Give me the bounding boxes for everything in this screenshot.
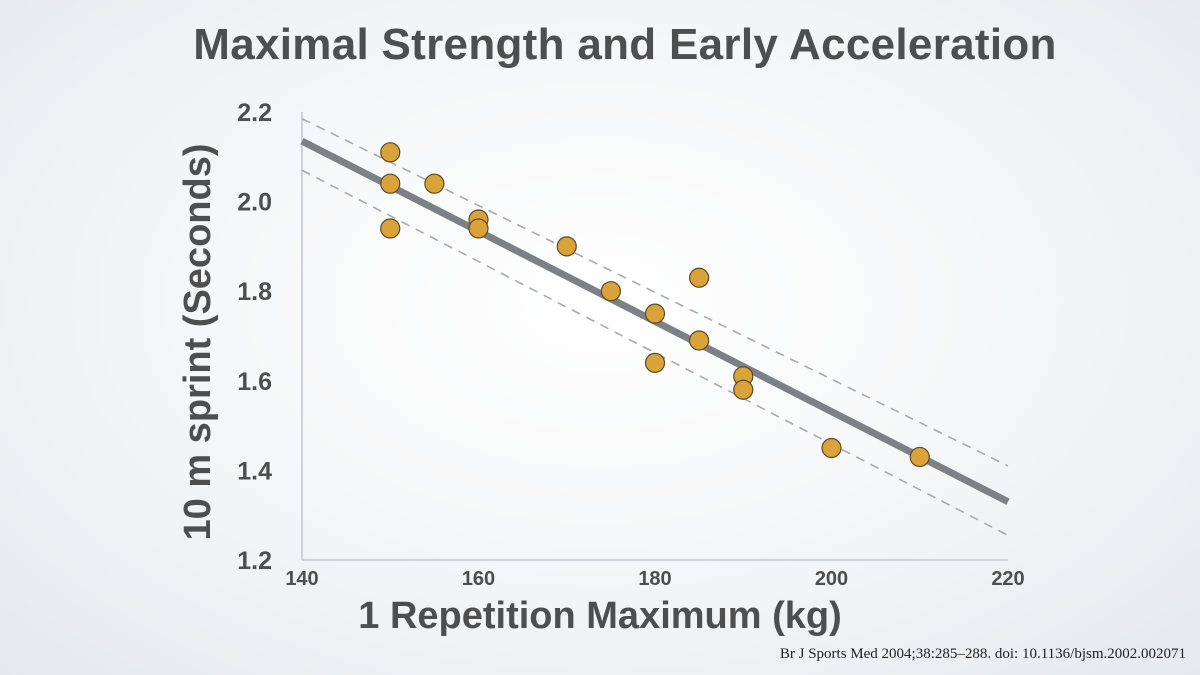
tick-labels: 140 160 180 200 220 1.2 1.4 1.6 1.8 2.0 2.2 — [237, 99, 1024, 590]
x-tick-label: 160 — [462, 568, 495, 590]
data-point — [600, 281, 621, 302]
axes — [301, 112, 1008, 561]
data-point — [733, 379, 754, 400]
y-tick-label: 1.4 — [237, 457, 272, 485]
chart-title: Maximal Strength and Early Acceleration — [193, 20, 1057, 69]
data-point — [689, 330, 710, 351]
citation: Br J Sports Med 2004;38:285–288. doi: 10… — [779, 646, 1186, 662]
data-point — [644, 303, 666, 324]
data-point — [380, 173, 401, 194]
data-point — [556, 236, 577, 257]
data-point — [380, 142, 401, 163]
data-point — [689, 267, 710, 288]
data-point — [821, 437, 842, 459]
y-tick-label: 2.2 — [237, 99, 272, 127]
x-tick-label: 220 — [991, 568, 1024, 590]
y-axis-label: 10 m sprint (Seconds) — [177, 144, 219, 541]
y-tick-label: 1.8 — [237, 278, 272, 306]
confidence-band — [301, 118, 1009, 537]
data-points — [380, 142, 930, 468]
data-point — [644, 352, 666, 373]
x-tick-label: 200 — [815, 568, 848, 590]
y-tick-label: 1.2 — [237, 547, 272, 575]
x-axis-label: 1 Repetition Maximum (kg) — [358, 595, 842, 637]
x-tick-label: 140 — [285, 568, 318, 590]
data-point — [909, 446, 930, 468]
data-point — [468, 218, 489, 239]
confidence-lower-line — [301, 169, 1009, 537]
data-point — [424, 173, 445, 194]
data-point — [380, 218, 401, 239]
y-tick-label: 2.0 — [237, 189, 272, 217]
confidence-upper-line — [301, 118, 1009, 467]
y-tick-label: 1.6 — [237, 368, 272, 396]
x-tick-label: 180 — [638, 568, 671, 590]
